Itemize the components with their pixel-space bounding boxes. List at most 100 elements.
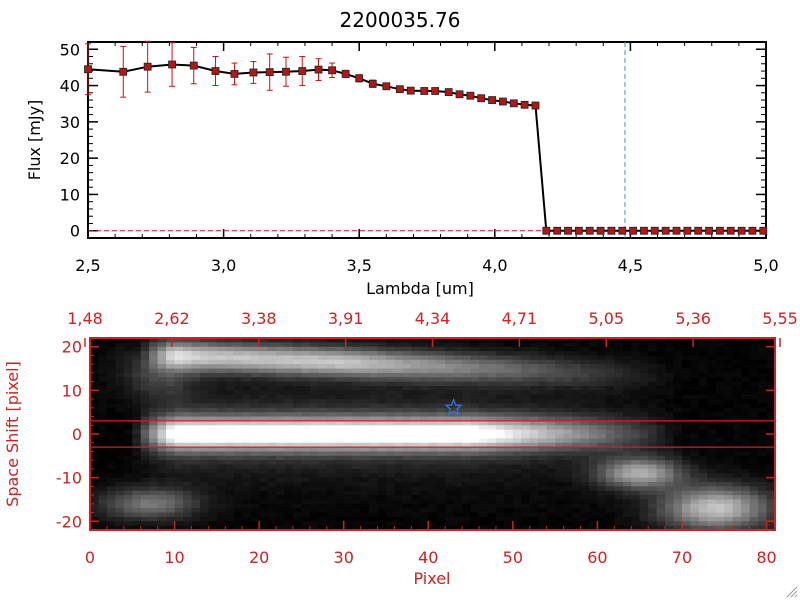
image-cell xyxy=(445,451,455,457)
image-cell xyxy=(335,477,345,483)
image-cell xyxy=(377,516,387,522)
image-cell xyxy=(208,447,218,453)
image-cell xyxy=(402,468,412,474)
image-cell xyxy=(369,372,379,378)
image-cell xyxy=(538,368,548,374)
image-cell xyxy=(216,477,226,483)
image-cell xyxy=(732,499,742,505)
image-cell xyxy=(445,495,455,501)
image-cell xyxy=(402,394,412,400)
image-cell xyxy=(369,412,379,418)
image-cell xyxy=(284,455,294,461)
image-cell xyxy=(360,508,370,514)
image-cell xyxy=(462,525,472,531)
image-cell xyxy=(267,351,277,357)
image-cell xyxy=(402,377,412,383)
image-cell xyxy=(360,438,370,444)
image-cell xyxy=(216,464,226,470)
star-marker-icon xyxy=(444,398,463,416)
data-point xyxy=(650,226,659,235)
image-cell xyxy=(301,390,311,396)
image-cell xyxy=(132,425,142,431)
image-cell xyxy=(521,495,531,501)
image-cell xyxy=(749,425,759,431)
image-cell xyxy=(267,464,277,470)
image-cell xyxy=(242,355,252,361)
image-cell xyxy=(470,416,480,422)
image-cell xyxy=(191,508,201,514)
image-cell xyxy=(572,477,582,483)
image-cell xyxy=(614,451,624,457)
image-cell xyxy=(741,399,751,405)
image-cell xyxy=(377,429,387,435)
image-cell xyxy=(639,503,649,509)
image-cell xyxy=(732,368,742,374)
image-cell xyxy=(352,381,362,387)
image-cell xyxy=(428,516,438,522)
heatmap-x-tick-label: 30 xyxy=(334,548,354,567)
image-cell xyxy=(707,338,717,343)
image-cell xyxy=(199,482,209,487)
image-cell xyxy=(436,508,446,514)
image-cell xyxy=(681,351,692,357)
image-cell xyxy=(259,451,269,457)
image-cell xyxy=(504,364,514,370)
image-cell xyxy=(572,412,582,418)
image-cell xyxy=(326,451,336,457)
image-cell xyxy=(563,451,573,457)
image-cell xyxy=(225,525,235,531)
image-cell xyxy=(605,447,615,453)
data-point xyxy=(488,96,496,104)
image-cell xyxy=(301,442,311,448)
image-cell xyxy=(242,495,252,501)
image-cell xyxy=(191,499,201,505)
image-cell xyxy=(572,468,582,474)
image-cell xyxy=(453,364,463,370)
image-cell xyxy=(445,512,455,518)
image-cell xyxy=(267,473,277,479)
image-cell xyxy=(479,386,489,391)
image-cell xyxy=(470,434,480,439)
image-cell xyxy=(631,477,641,483)
image-cell xyxy=(622,503,632,509)
image-cell xyxy=(309,355,319,361)
image-cell xyxy=(749,416,759,422)
image-cell xyxy=(123,482,133,487)
image-cell xyxy=(292,516,303,522)
image-cell xyxy=(631,403,641,409)
image-cell xyxy=(183,403,193,409)
image-cell xyxy=(259,486,269,492)
image-cell xyxy=(411,438,421,444)
image-cell xyxy=(673,399,683,405)
image-cell xyxy=(758,399,768,405)
image-cell xyxy=(741,412,751,418)
image-cell xyxy=(597,499,607,505)
image-cell xyxy=(588,359,599,365)
data-point xyxy=(564,226,572,235)
image-cell xyxy=(140,394,150,400)
resize-grip-icon[interactable] xyxy=(784,584,798,598)
heatmap-x-tick-label: 80 xyxy=(756,548,776,567)
image-cell xyxy=(521,390,531,396)
image-cell xyxy=(352,525,362,531)
image-cell xyxy=(479,364,489,370)
image-cell xyxy=(411,468,421,474)
image-cell xyxy=(479,416,489,422)
image-cell xyxy=(411,386,421,391)
image-cell xyxy=(149,490,159,496)
image-cell xyxy=(605,364,615,370)
image-cell xyxy=(326,495,336,501)
image-cell xyxy=(749,468,759,474)
image-cell xyxy=(588,490,599,496)
image-cell xyxy=(665,399,675,405)
image-cell xyxy=(656,346,666,352)
image-cell xyxy=(208,451,218,457)
image-cell xyxy=(106,490,116,496)
image-cell xyxy=(681,420,692,426)
image-cell xyxy=(631,434,641,439)
image-cell xyxy=(352,512,362,518)
image-cell xyxy=(656,503,666,509)
image-cell xyxy=(250,468,260,474)
image-cell xyxy=(665,429,675,435)
image-cell xyxy=(758,338,768,343)
